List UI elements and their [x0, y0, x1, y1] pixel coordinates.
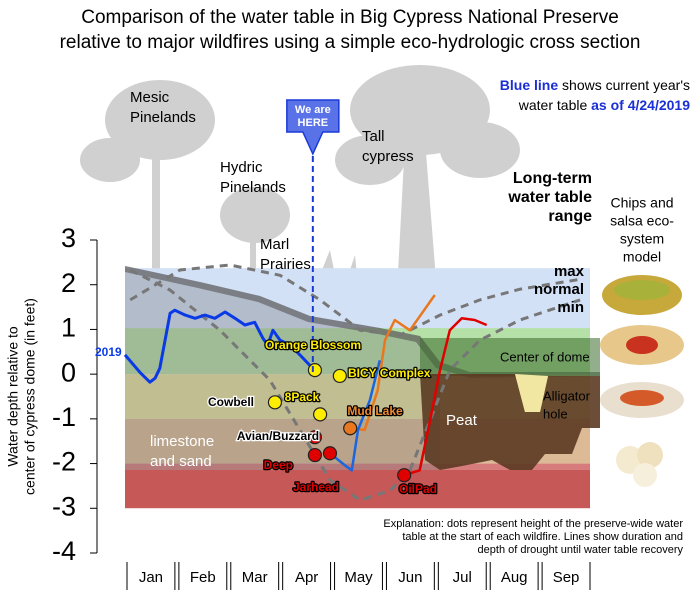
habitat-label: Center of dome — [500, 349, 590, 364]
historic-line — [129, 268, 581, 502]
fire-label: Orange Blossom — [265, 338, 361, 352]
habitat-label: and sand — [150, 453, 212, 470]
y-axis-label: Water depth relative to — [5, 326, 21, 467]
marker-label: HERE — [298, 117, 329, 129]
fire-line — [350, 294, 436, 432]
x-box — [437, 562, 487, 590]
fire-dot — [397, 468, 412, 483]
note-part: water table — [518, 97, 591, 113]
x-tick-label: Mar — [242, 569, 268, 586]
x-tick-label: May — [344, 569, 373, 586]
habitat-label: Prairies — [260, 256, 311, 273]
fire-dot — [322, 446, 338, 461]
fire-label: BICY Complex — [348, 366, 431, 380]
model-label: model — [623, 249, 661, 265]
note: water table as of 4/24/2019 — [518, 97, 690, 113]
fire-label: Jarhead — [293, 480, 339, 494]
habitat-label: Hydric — [220, 159, 263, 176]
x-box — [282, 562, 332, 590]
fire-dot — [332, 368, 347, 384]
fire-label: Deep — [264, 458, 293, 472]
series-label: 2019 — [95, 345, 122, 359]
range-title: range — [548, 208, 592, 225]
note-part: shows current year's — [558, 77, 690, 93]
y-tick-label: -4 — [52, 536, 76, 566]
habitat-label: Pinelands — [220, 179, 286, 196]
model-label: salsa eco- — [610, 213, 674, 229]
fire-label: Cowbell — [208, 395, 254, 409]
y-tick-label: 0 — [61, 357, 76, 387]
x-tick-label: Sep — [553, 569, 580, 586]
note: Blue line shows current year's — [500, 77, 690, 93]
habitat-label: Peat — [446, 412, 478, 429]
x-box — [541, 562, 591, 590]
fire-label: Avian/Buzzard — [237, 429, 319, 443]
range-label: max — [554, 263, 585, 280]
range-title: Long-term — [513, 170, 592, 187]
x-tick-label: Aug — [501, 569, 528, 586]
range-label: min — [557, 299, 584, 316]
fire-dot — [313, 407, 328, 422]
fire-dot — [307, 447, 323, 463]
y-tick-label: -3 — [52, 491, 76, 521]
note-part: as of 4/24/2019 — [591, 97, 690, 113]
x-tick-label: Apr — [295, 569, 318, 586]
habitat-label: hole — [543, 406, 568, 421]
y-tick-label: 2 — [61, 268, 76, 298]
range-label: normal — [534, 281, 584, 298]
y-axis-label: center of cypress dome (in feet) — [22, 298, 38, 495]
fire-line — [329, 359, 382, 472]
fire-dot — [267, 395, 283, 410]
y-tick-label: 3 — [61, 223, 76, 253]
x-box — [230, 562, 280, 590]
x-box — [385, 562, 435, 590]
explanation: Explanation: dots represent height of th… — [383, 518, 683, 530]
habitat-label: Mesic — [130, 89, 170, 106]
habitat-label: limestone — [150, 433, 214, 450]
fire-line — [403, 317, 488, 477]
fire-label: OilPad — [399, 482, 437, 496]
x-tick-label: Jul — [453, 569, 472, 586]
range-title: water table — [507, 189, 592, 206]
x-tick-label: Jan — [139, 569, 163, 586]
habitat-label: Marl — [260, 236, 289, 253]
chart-title: relative to major wildfires using a simp… — [60, 32, 641, 53]
explanation: table at the start of each wildfire. Lin… — [402, 531, 683, 543]
x-box — [178, 562, 228, 590]
fire-dot — [307, 363, 323, 378]
habitat-label: Tall — [362, 128, 385, 145]
habitat-label: Pinelands — [130, 109, 196, 126]
marker-label: We are — [295, 104, 331, 116]
habitat-label: cypress — [362, 148, 414, 165]
x-tick-label: Jun — [398, 569, 422, 586]
y-tick-label: -1 — [52, 402, 76, 432]
fire-label: 8Pack — [285, 390, 320, 404]
marker-arrow — [286, 99, 340, 156]
y-tick-label: 1 — [61, 313, 76, 343]
x-box — [126, 562, 176, 590]
y-tick-label: -2 — [52, 447, 76, 477]
fire-label: Mud Lake — [347, 404, 403, 418]
water-line — [123, 308, 317, 384]
habitat-label: Alligator — [543, 388, 591, 403]
model-label: Chips and — [610, 195, 673, 211]
model-label: system — [620, 231, 664, 247]
fire-dot — [307, 430, 323, 445]
x-tick-label: Feb — [190, 569, 216, 586]
x-box — [489, 562, 539, 590]
explanation: depth of drought until water table recov… — [478, 544, 684, 556]
food-images — [600, 275, 684, 487]
x-box — [334, 562, 383, 590]
chart-title: Comparison of the water table in Big Cyp… — [81, 7, 619, 28]
fire-dot — [343, 421, 358, 436]
historic-line — [129, 263, 581, 337]
note-part: Blue line — [500, 77, 559, 93]
